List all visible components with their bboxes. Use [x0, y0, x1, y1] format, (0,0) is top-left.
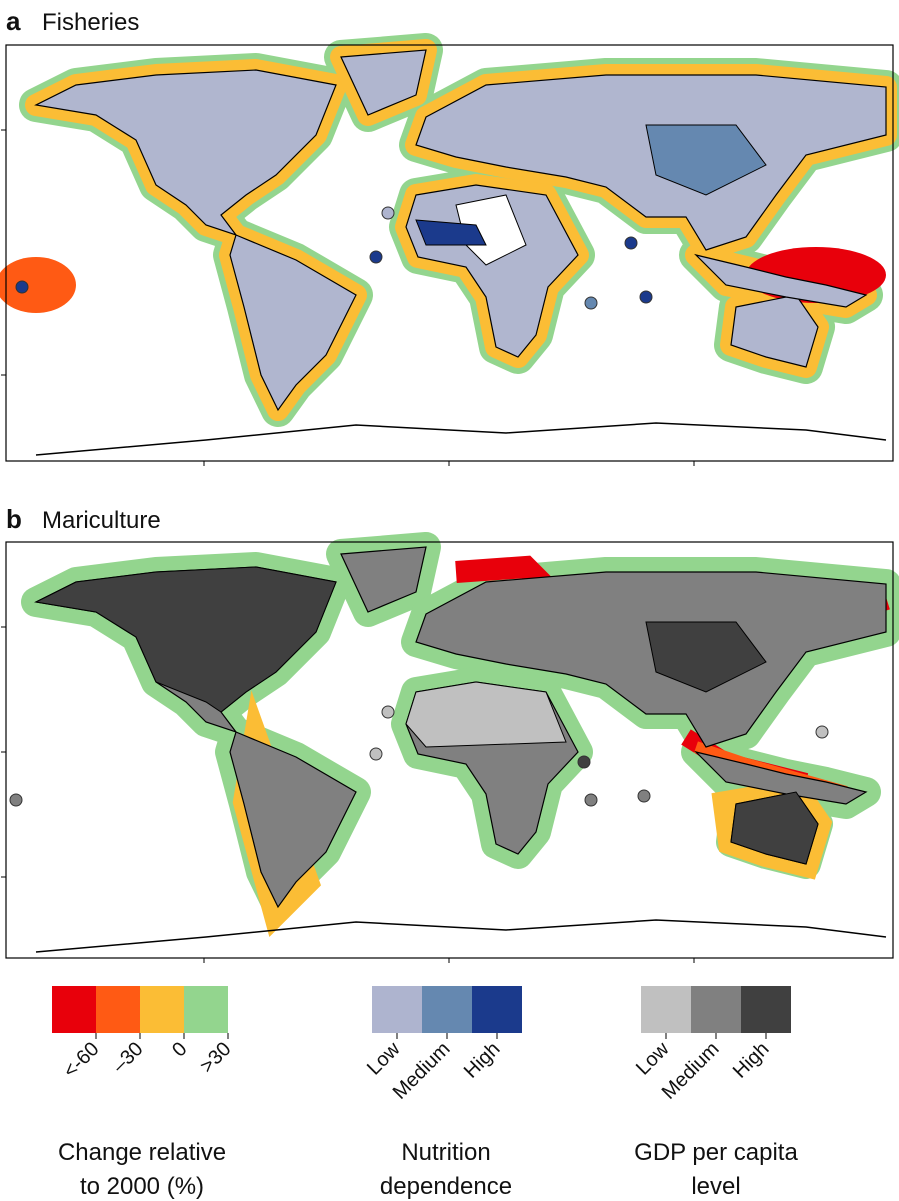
legend-label: 0 [168, 1038, 191, 1061]
panel-title: Fisheries [42, 9, 139, 36]
panel-a: a Fisheries [0, 6, 893, 466]
antarctica [35, 422, 887, 456]
map [1, 542, 893, 963]
legend-title: level [691, 1173, 740, 1200]
island-dot [637, 789, 651, 803]
panel-letter: a [6, 6, 21, 36]
island-dot [381, 705, 395, 719]
axis-ticks [1, 129, 695, 466]
legend-swatch [52, 986, 96, 1033]
island-dot [639, 290, 653, 304]
legend-swatch [372, 986, 422, 1033]
legend-label: High [460, 1038, 505, 1083]
legend-swatch [184, 986, 228, 1033]
legend-swatch [140, 986, 184, 1033]
legend-swatch [422, 986, 472, 1033]
island-dot [369, 747, 383, 761]
legend-label: High [729, 1038, 774, 1083]
country [415, 219, 487, 246]
legend-label: <-60 [59, 1038, 103, 1082]
legend-swatch [641, 986, 691, 1033]
legend-title: to 2000 (%) [80, 1173, 204, 1200]
legend-label: Low [363, 1038, 405, 1080]
legend-title: GDP per capita [634, 1139, 798, 1166]
panel-title: Mariculture [42, 507, 161, 534]
country [405, 681, 567, 748]
legend-label: –30 [108, 1038, 147, 1077]
antarctica [35, 919, 887, 953]
legend-swatch [472, 986, 522, 1033]
legend-swatch [741, 986, 791, 1033]
ocean-patch [0, 257, 76, 313]
legend-label: Low [632, 1038, 674, 1080]
panel-letter: b [6, 504, 22, 534]
legend-swatch [691, 986, 741, 1033]
island-dot [584, 296, 598, 310]
country [645, 124, 767, 196]
country [645, 621, 767, 693]
legend-title: dependence [380, 1173, 512, 1200]
island-dot [369, 250, 383, 264]
island-dot [584, 793, 598, 807]
island-dot [815, 725, 829, 739]
panel-b: b Mariculture [1, 504, 893, 963]
island-dot [381, 206, 395, 220]
country [34, 566, 337, 713]
legend-title: Nutrition [401, 1139, 490, 1166]
legend-swatch [96, 986, 140, 1033]
map [0, 45, 893, 466]
country [730, 791, 819, 865]
legend-label: >30 [196, 1038, 236, 1078]
island-dot [9, 793, 23, 807]
island-dot [577, 755, 591, 769]
axis-ticks [1, 626, 695, 963]
legend-title: Change relative [58, 1139, 226, 1166]
island-dot [624, 236, 638, 250]
legends: <-60 –30 0 >30 Change relative to 2000 (%) Low… [52, 986, 798, 1200]
island-dot [15, 280, 29, 294]
